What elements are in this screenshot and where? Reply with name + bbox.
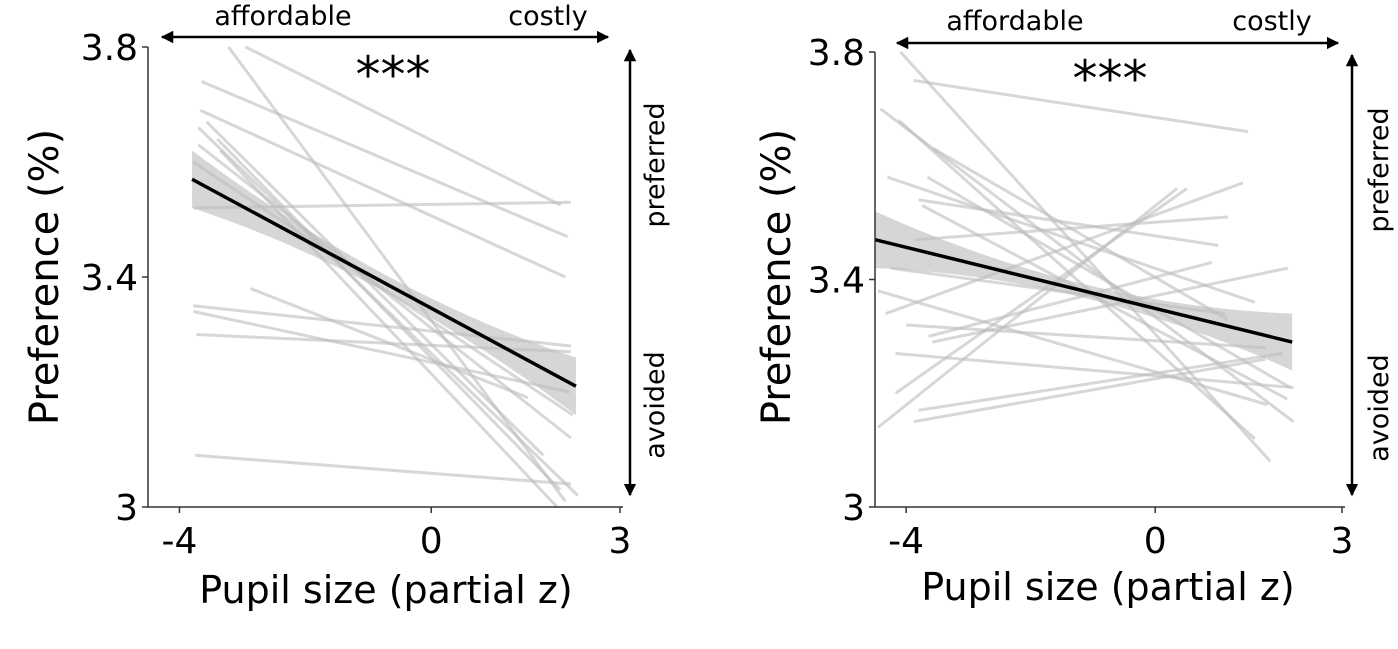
group-fit-line [191,177,577,388]
x-axis-label: Pupil size (partial z) [199,568,572,612]
subject-line [895,351,1294,390]
subject-line [193,200,571,210]
subject-line [894,187,1188,395]
subject-line [192,160,574,417]
y-tick-label: 3.4 [81,258,138,299]
subject-line [200,80,569,239]
subject-line [227,46,567,503]
y-axis-label: Preference (%) [22,129,68,425]
x-tick-label: 3 [1331,521,1354,562]
subject-line [244,45,562,207]
subject-line [877,187,1178,429]
x-axis-label: Pupil size (partial z) [921,565,1294,609]
y-arrow-label-bottom: avoided [1364,354,1395,461]
y-tick-label: 3 [115,488,138,529]
subject-line [205,120,545,457]
subject-line [877,289,1268,407]
left-panel: 3 3.4 3.8 -4 0 3 *** affordable costly prefer… [22,1,671,612]
subject-line [931,266,1289,344]
x-arrow-label-left: affordable [946,6,1083,37]
subject-line [918,351,1284,412]
y-arrow-label-top: preferred [640,102,671,227]
y-tick-label: 3.4 [808,261,865,302]
subject-line [918,198,1219,247]
subject-line [899,50,1272,463]
subject-line [890,266,1226,316]
subject-line [906,323,1266,350]
x-arrow-label-right: costly [1232,6,1312,37]
x-tick-label: -4 [162,521,198,562]
x-tick-label: 0 [420,521,443,562]
right-panel: 3 3.4 3.8 -4 0 3 *** affordable costly prefer… [754,6,1395,609]
x-arrow-label-right: costly [508,1,588,32]
subject-line [915,215,1229,242]
subject-line [928,260,1213,338]
subject-line [913,78,1249,134]
subject-line [879,107,1295,423]
subject-line [193,304,572,348]
subject-line [926,175,1292,389]
y-tick-label: 3 [842,488,865,529]
y-tick-label: 3.8 [808,33,865,74]
significance-stars: *** [1073,50,1148,108]
y-axis-label: Preference (%) [754,129,800,425]
x-tick-label: -4 [888,521,924,562]
x-tick-label: 3 [609,521,632,562]
significance-stars: *** [356,46,431,104]
subject-line [216,137,562,491]
x-arrow-label-left: affordable [214,1,351,32]
y-tick-label: 3.8 [81,28,138,69]
y-arrow-label-bottom: avoided [640,351,671,458]
subject-line [886,175,1256,304]
subject-line [913,357,1266,424]
subject-line [199,108,566,279]
group-fit-line [874,237,1293,344]
subject-line [192,310,570,394]
subject-line [885,181,1244,316]
x-tick-label: 0 [1144,521,1167,562]
subject-line [219,149,559,509]
y-arrow-label-top: preferred [1364,107,1395,232]
subject-line [195,453,572,486]
subject-line [897,119,1256,440]
subject-line [197,126,579,497]
